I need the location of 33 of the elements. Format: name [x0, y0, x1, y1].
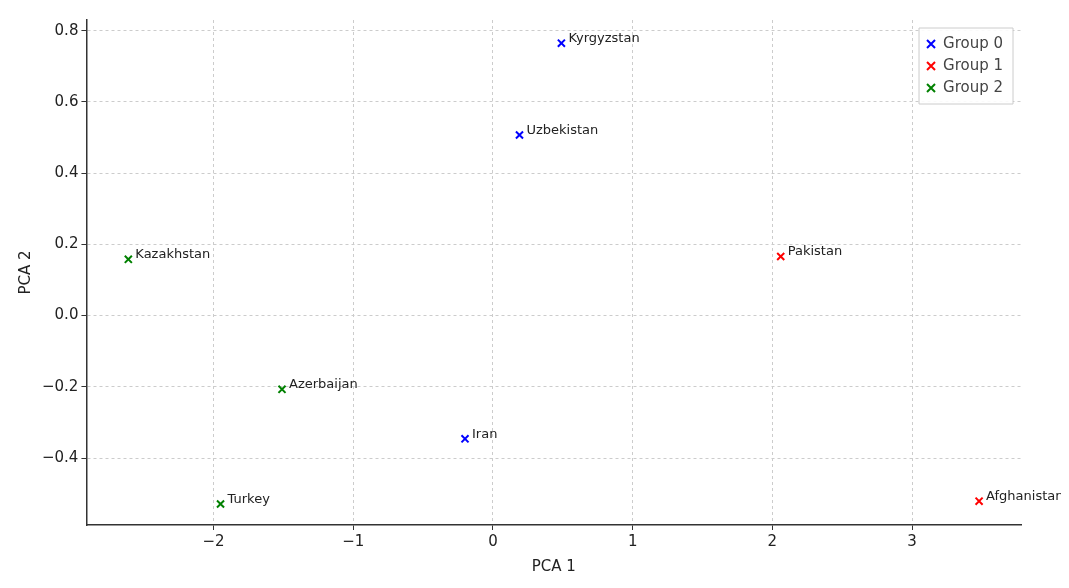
point [514, 130, 525, 140]
legend-label: Group 0 [943, 33, 1004, 52]
point [556, 38, 566, 48]
annotation: Azerbaijan [289, 376, 358, 392]
x-tick-label: 1 [627, 531, 638, 550]
point [776, 251, 786, 262]
y-tick-label: −0.2 [41, 376, 79, 395]
y-tick-label: 0.8 [54, 20, 79, 39]
point [460, 434, 470, 444]
y-tick-label: 0.2 [54, 234, 79, 253]
legend-label: Group 1 [943, 55, 1004, 74]
point [277, 384, 287, 394]
annotation: Pakistan [787, 243, 843, 259]
x-tick-label: −1 [342, 531, 365, 550]
y-tick-label: 0.4 [54, 163, 79, 182]
annotation: Iran [472, 425, 498, 441]
annotation: Kyrgyzstan [568, 30, 640, 46]
annotation: Turkey [226, 490, 271, 506]
x-tick-label: 0 [488, 531, 498, 550]
annotation: Kazakhstan [135, 246, 211, 262]
x-tick-label: −2 [202, 531, 225, 550]
y-tick-label: 0.6 [54, 91, 79, 110]
point [123, 254, 133, 264]
y-tick-label: 0.0 [54, 305, 79, 324]
annotation: Uzbekistan [526, 121, 599, 137]
x-tick-label: 3 [907, 531, 917, 550]
point [216, 499, 226, 509]
x-axis-title: PCA 1 [531, 556, 576, 575]
legend-label: Group 2 [943, 77, 1004, 96]
y-axis-title: PCA 2 [15, 250, 34, 295]
point [974, 496, 984, 506]
x-tick-label: 2 [767, 531, 778, 550]
y-tick-label: −0.4 [41, 447, 79, 466]
